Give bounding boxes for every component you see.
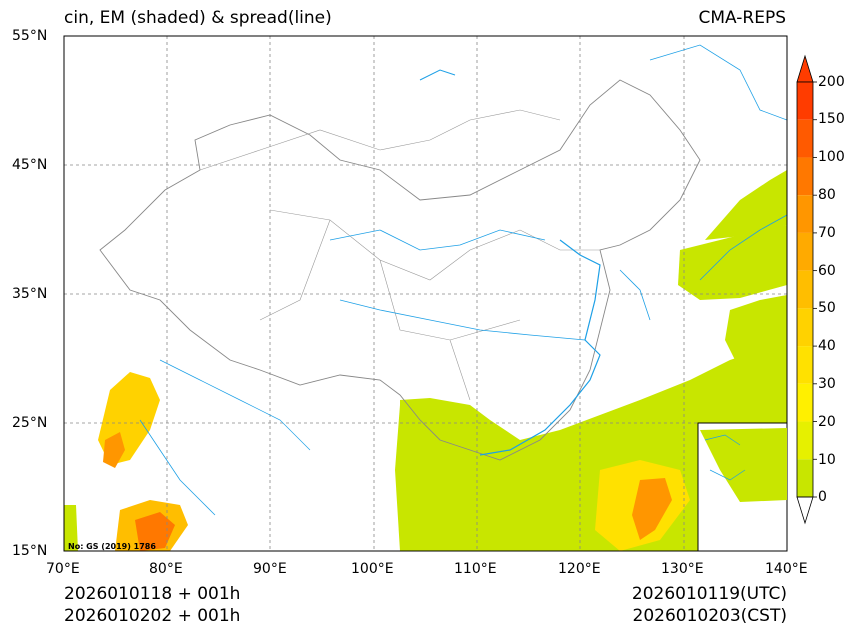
shade-japan-sea — [678, 225, 787, 300]
colorbar-label-80: 80 — [818, 187, 836, 203]
yellow-river — [329, 229, 546, 251]
shade-ocean-sw-core — [135, 512, 175, 551]
korea-japan-coast — [619, 214, 787, 321]
colorbar-segment — [797, 421, 813, 460]
china-border — [99, 79, 701, 461]
colorbar-label-200: 200 — [818, 74, 845, 90]
inset-shade — [700, 428, 787, 502]
colorbar-label-40: 40 — [818, 338, 836, 354]
colorbar-segment — [797, 383, 813, 422]
colorbar-extend-top — [796, 54, 814, 83]
map-frame — [63, 35, 788, 552]
lon-label-90e: 90°E — [253, 561, 287, 577]
inset-coast — [704, 434, 746, 481]
lat-label-45n: 45°N — [12, 157, 48, 173]
colorbar-segment — [797, 119, 813, 158]
colorbar-label-0: 0 — [818, 489, 827, 505]
shade-ne — [705, 170, 787, 240]
colorbar-label-10: 10 — [818, 452, 836, 468]
lon-label-120e: 120°E — [558, 561, 601, 577]
sea-of-okhotsk-coast — [649, 44, 787, 121]
grid-lines — [64, 36, 787, 551]
shade-sw-land — [395, 400, 500, 551]
valid-time-cst: 2026010203(CST) — [632, 606, 787, 626]
colorbar-label-20: 20 — [818, 414, 836, 430]
colorbar-label-150: 150 — [818, 111, 845, 127]
shade-east-sea — [725, 295, 787, 368]
colorbar-segment — [797, 270, 813, 309]
lat-label-55n: 55°N — [12, 28, 48, 44]
baikal — [419, 69, 456, 81]
yangtze-river — [339, 299, 586, 341]
lat-label-25n: 25°N — [12, 415, 48, 431]
shade-west-edge — [64, 505, 78, 551]
colorbar-segment — [797, 157, 813, 196]
lon-label-100e: 100°E — [351, 561, 394, 577]
lon-label-80e: 80°E — [149, 561, 183, 577]
lon-label-70e: 70°E — [46, 561, 80, 577]
map-approval-stamp: No: GS (2019) 1786 — [68, 542, 156, 551]
east-coastline — [479, 239, 601, 456]
province-lines — [259, 209, 600, 401]
colorbar-label-60: 60 — [818, 263, 836, 279]
colorbar — [796, 54, 817, 525]
lon-label-130e: 130°E — [661, 561, 704, 577]
colorbar-extend-bottom — [796, 496, 814, 525]
india-coast — [139, 419, 216, 516]
shade-south-sea — [400, 340, 787, 551]
colorbar-segment — [797, 308, 813, 347]
model-name: CMA-REPS — [698, 8, 786, 28]
lat-label-15n: 15°N — [12, 543, 48, 559]
init-time-cst: 2026010202 + 001h — [64, 606, 241, 626]
colorbar-frame — [796, 81, 814, 498]
valid-time-utc: 2026010119(UTC) — [631, 584, 787, 604]
colorbar-label-70: 70 — [818, 225, 836, 241]
colorbar-label-50: 50 — [818, 300, 836, 316]
map-title: cin, EM (shaded) & spread(line) — [64, 8, 332, 28]
colorbar-segment — [797, 459, 813, 497]
shade-high-band — [632, 478, 672, 540]
mongolia-border — [199, 109, 561, 171]
init-time-utc: 2026010118 + 001h — [64, 584, 241, 604]
lon-label-140e: 140°E — [765, 561, 808, 577]
colorbar-segment — [797, 82, 813, 120]
colorbar-label-30: 30 — [818, 376, 836, 392]
lat-label-35n: 35°N — [12, 286, 48, 302]
colorbar-label-100: 100 — [818, 149, 845, 165]
shade-india-orange — [103, 432, 125, 468]
colorbar-segment — [797, 346, 813, 384]
lon-label-110e: 110°E — [454, 561, 497, 577]
colorbar-segment — [797, 195, 813, 233]
ganges-river — [159, 359, 311, 451]
colorbar-segment — [797, 232, 813, 271]
